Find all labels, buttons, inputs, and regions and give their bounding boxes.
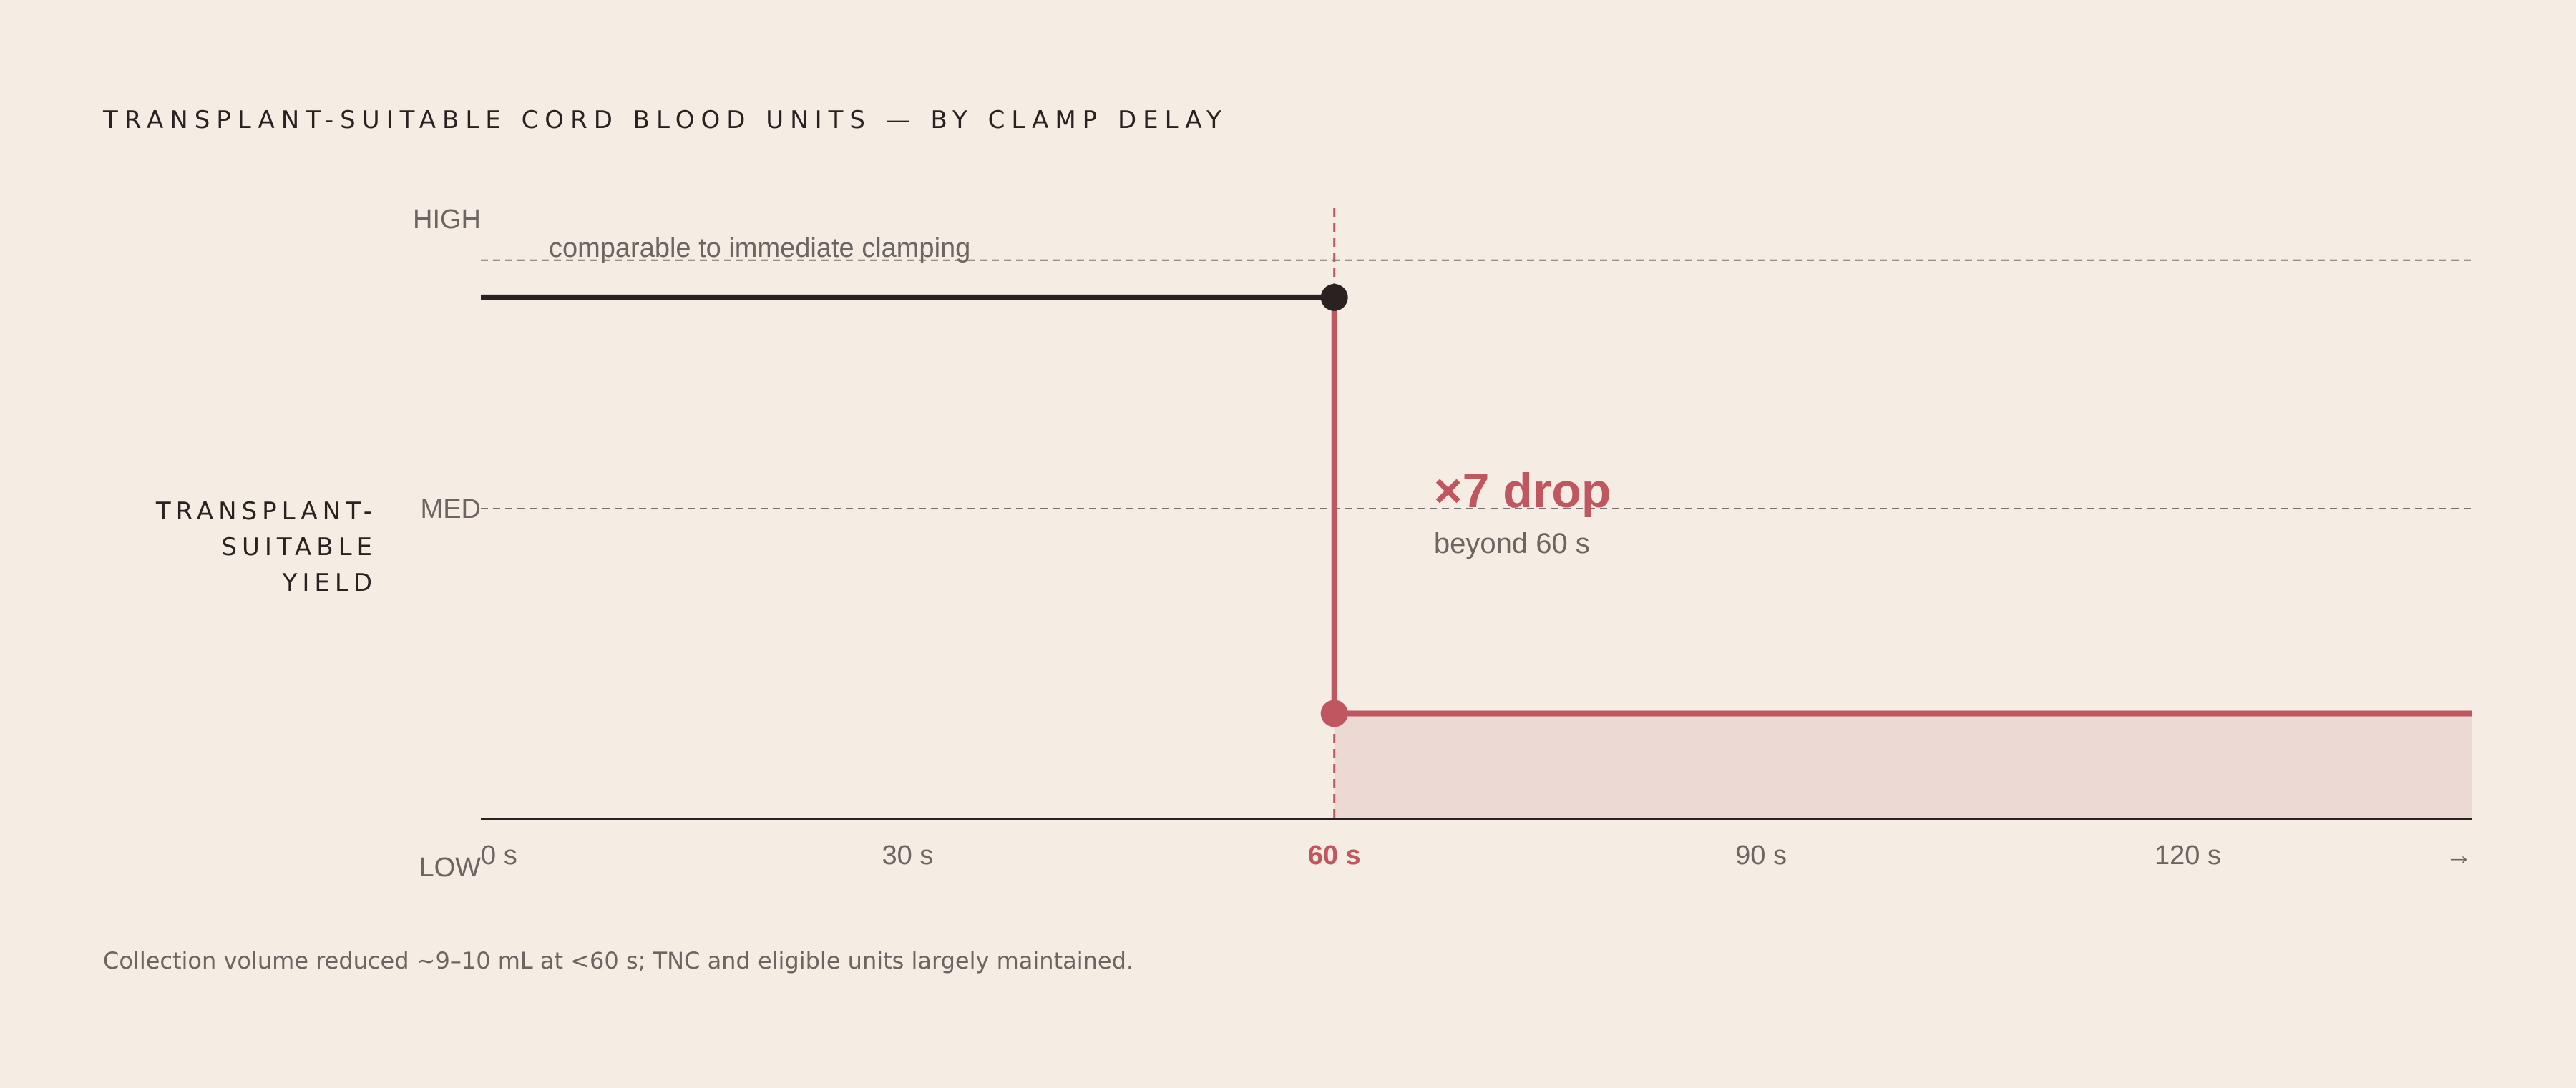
y-tick-label: LOW (419, 853, 481, 883)
annotation-subtext: beyond 60 s (1434, 528, 1590, 559)
y-axis-label: TRANSPLANT- SUITABLE YIELD (77, 494, 377, 601)
y-axis-label-line: SUITABLE (221, 533, 377, 562)
footnote: Collection volume reduced ~9–10 mL at <6… (103, 947, 1134, 974)
data-point-after (1320, 700, 1348, 727)
y-tick-label: MED (421, 494, 481, 524)
x-tick-label: 60 s (1308, 840, 1361, 871)
x-axis-arrow: → (2445, 840, 2472, 871)
after-threshold-area (1334, 713, 2472, 819)
x-tick-label: 90 s (1735, 840, 1787, 871)
reference-line-label: comparable to immediate clamping (549, 233, 970, 263)
y-tick-label: HIGH (413, 205, 481, 235)
x-tick-label: 120 s (2155, 840, 2221, 871)
y-axis-label-line: YIELD (282, 569, 377, 597)
annotation-headline: ×7 drop (1434, 464, 1611, 518)
x-tick-label: 0 s (481, 840, 517, 871)
y-axis-label-line: TRANSPLANT- (155, 497, 377, 526)
chart-title: TRANSPLANT-SUITABLE CORD BLOOD UNITS — B… (103, 106, 1228, 134)
data-point-before (1320, 283, 1348, 311)
x-tick-label: 30 s (882, 840, 933, 871)
